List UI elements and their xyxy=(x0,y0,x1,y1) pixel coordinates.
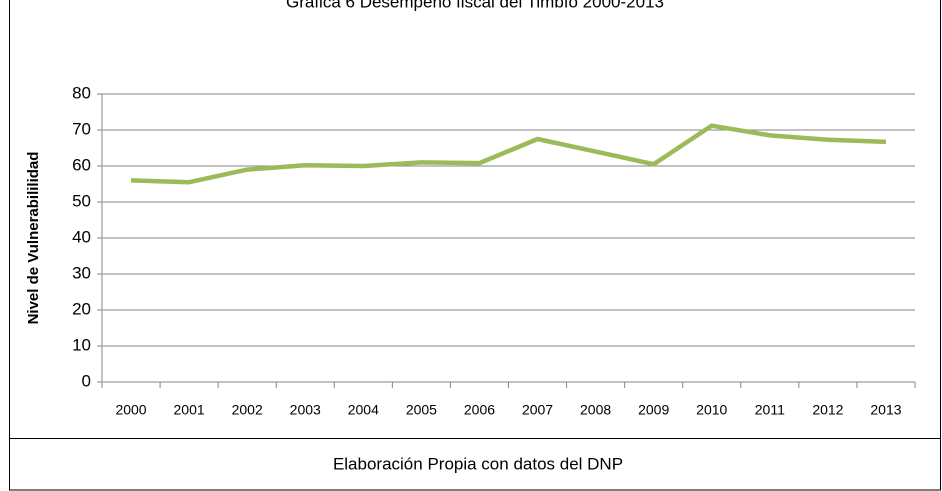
y-tick-label: 60 xyxy=(72,155,91,174)
x-tick-label: 2000 xyxy=(115,402,146,418)
y-tick-label: 10 xyxy=(72,335,91,354)
x-tick-label: 2005 xyxy=(406,402,437,418)
chart-frame xyxy=(9,0,941,491)
x-tick-label: 2004 xyxy=(348,402,379,418)
chart-title: Gráfica 6 Desempeño fiscal del Timbío 20… xyxy=(286,0,664,11)
x-tick-label: 2008 xyxy=(580,402,611,418)
y-axis-label: Nivel de Vulnerabililidad xyxy=(25,152,42,325)
footer-note: Elaboración Propia con datos del DNP xyxy=(333,454,623,473)
x-tick-label: 2011 xyxy=(755,402,785,418)
x-tick-label: 2010 xyxy=(696,402,727,418)
x-tick-label: 2001 xyxy=(174,402,205,418)
y-tick-label: 70 xyxy=(72,119,91,138)
x-tick-label: 2003 xyxy=(290,402,321,418)
y-tick-label: 50 xyxy=(72,191,91,210)
x-tick-label: 2006 xyxy=(464,402,495,418)
x-tick-label: 2009 xyxy=(638,402,669,418)
x-tick-label: 2013 xyxy=(870,402,901,418)
data-line xyxy=(130,123,887,185)
y-tick-label: 40 xyxy=(72,227,91,246)
x-tick-label: 2002 xyxy=(232,402,263,418)
y-tick-label: 80 xyxy=(72,83,91,102)
x-tick-label: 2007 xyxy=(522,402,553,418)
x-tick-label: 2012 xyxy=(812,402,843,418)
y-tick-label: 30 xyxy=(72,263,91,282)
y-tick-label: 20 xyxy=(72,299,91,318)
y-tick-label: 0 xyxy=(82,371,91,390)
